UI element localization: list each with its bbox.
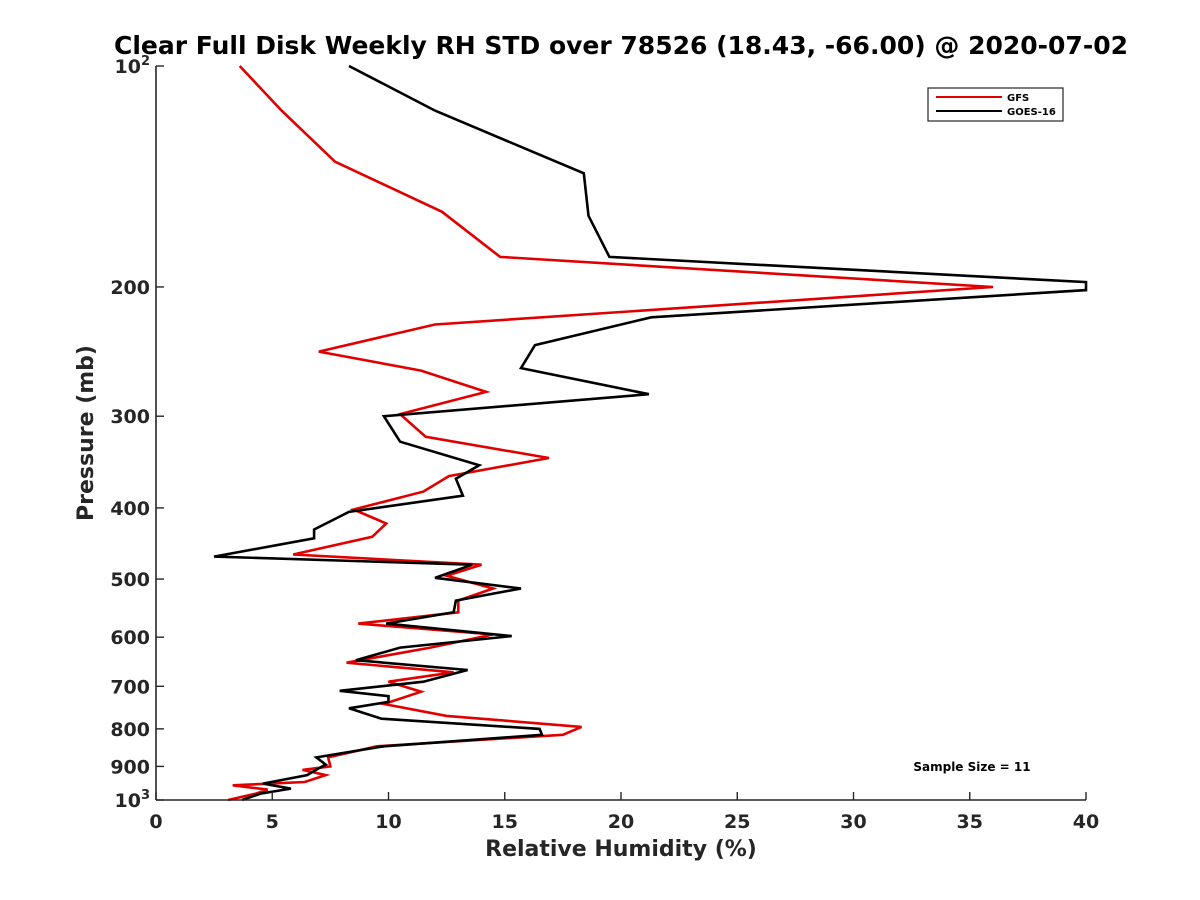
x-tick-label: 35 [957, 811, 983, 833]
x-tick-label: 15 [492, 811, 518, 833]
x-tick-label: 5 [266, 811, 279, 833]
x-axis-ticks: 0 5 10 15 20 25 30 35 40 [149, 792, 1099, 833]
y-tick-label: 700 [110, 676, 150, 698]
y-tick-label: 300 [110, 406, 150, 428]
legend: GFS GOES-16 [927, 87, 1064, 122]
x-tick-label: 20 [608, 811, 634, 833]
y-tick-label: 600 [110, 627, 150, 649]
y-tick-label: 500 [110, 569, 150, 591]
legend-label-goes16: GOES-16 [1007, 107, 1056, 118]
y-tick-label: 200 [110, 277, 150, 299]
y-tick-label: 800 [110, 719, 150, 741]
plot-area [156, 66, 1086, 800]
y-axis-ticks: 102 200 300 400 500 600 700 800 900 103 [110, 54, 164, 812]
x-tick-label: 40 [1073, 811, 1099, 833]
y-tick-label: 102 [115, 54, 151, 78]
legend-box [927, 87, 1064, 122]
y-axis-label: Pressure (mb) [74, 345, 99, 521]
x-axis-label: Relative Humidity (%) [485, 837, 757, 862]
x-tick-label: 0 [149, 811, 162, 833]
x-tick-label: 10 [375, 811, 401, 833]
series-line-goes16 [213, 64, 1088, 802]
y-tick-label: 900 [110, 756, 150, 778]
x-tick-label: 25 [724, 811, 750, 833]
sample-size-annotation: Sample Size = 11 [913, 760, 1030, 774]
y-tick-label: 400 [110, 498, 150, 520]
legend-label-gfs: GFS [1007, 93, 1029, 104]
y-tick-label: 103 [115, 788, 151, 812]
x-tick-label: 30 [840, 811, 866, 833]
chart-title: Clear Full Disk Weekly RH STD over 78526… [114, 31, 1128, 60]
series-layer [213, 64, 1088, 802]
